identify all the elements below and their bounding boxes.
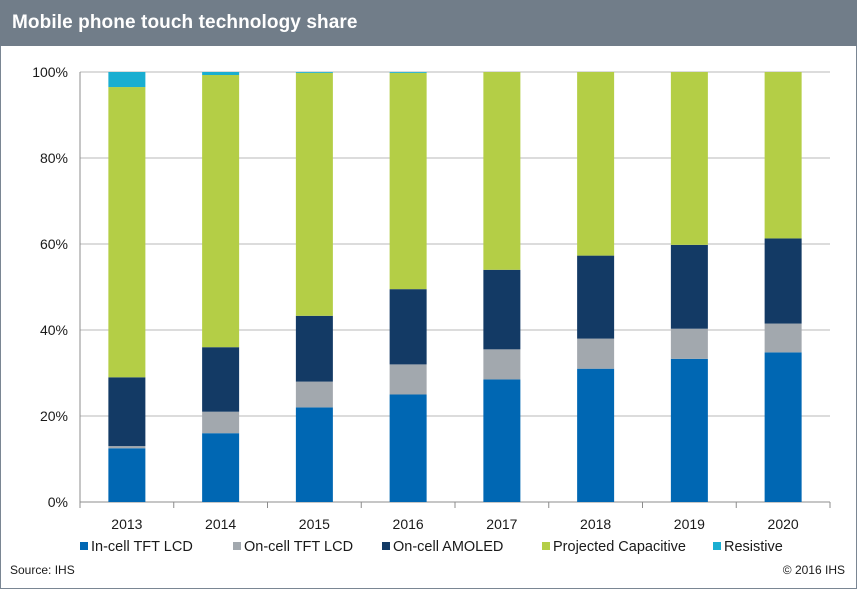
legend-item: Projected Capacitive [542,539,686,555]
bar-projected-capacitive [670,72,708,245]
bar-projected-capacitive [764,72,802,239]
bar-projected-capacitive [577,72,615,256]
legend-item: On-cell TFT LCD [233,539,353,555]
legend-swatch [713,542,721,550]
x-tick-label: 2019 [674,516,705,532]
x-tick-label: 2014 [205,516,236,532]
legend-swatch [382,542,390,550]
bar-in-cell-tft-lcd [483,379,521,502]
bar-resistive [389,72,427,73]
legend-swatch [542,542,550,550]
legend-item: On-cell AMOLED [382,539,503,555]
bar-on-cell-amoled [108,377,146,447]
bar-in-cell-tft-lcd [764,352,802,502]
y-tick-label: 40% [40,322,68,338]
bar-on-cell-tft-lcd [670,328,708,359]
bar-in-cell-tft-lcd [389,394,427,502]
y-tick-label: 80% [40,150,68,166]
legend-item: In-cell TFT LCD [80,539,193,555]
legend-label: On-cell AMOLED [393,539,504,555]
bar-on-cell-amoled [389,289,427,365]
bar-resistive [202,72,240,76]
bar-on-cell-tft-lcd [295,381,333,408]
bar-on-cell-tft-lcd [483,349,521,380]
bar-in-cell-tft-lcd [670,358,708,502]
chart-title: Mobile phone touch technology share [12,12,358,33]
y-tick-label: 0% [48,494,68,510]
bar-in-cell-tft-lcd [202,433,240,502]
bar-in-cell-tft-lcd [295,407,333,502]
bar-on-cell-amoled [295,315,333,382]
bar-projected-capacitive [108,87,146,378]
bar-on-cell-tft-lcd [389,364,427,395]
bar-resistive [295,72,333,73]
legend-swatch [233,542,241,550]
x-tick-label: 2013 [111,516,142,532]
bar-projected-capacitive [202,75,240,348]
bar-projected-capacitive [295,72,333,316]
x-tick-label: 2015 [299,516,330,532]
bar-on-cell-tft-lcd [764,323,802,353]
bar-on-cell-tft-lcd [202,411,240,434]
source-note: Source: IHS [10,563,75,577]
x-tick-label: 2018 [580,516,611,532]
bar-on-cell-amoled [202,347,240,412]
bar-on-cell-amoled [670,244,708,329]
bar-on-cell-amoled [764,238,802,324]
copyright-note: © 2016 IHS [782,563,845,577]
title-bar: Mobile phone touch technology share [0,0,857,46]
bar-on-cell-tft-lcd [108,446,146,449]
bar-projected-capacitive [483,72,521,270]
y-tick-label: 20% [40,408,68,424]
x-tick-label: 2016 [393,516,424,532]
bar-on-cell-amoled [577,255,615,339]
legend-label: On-cell TFT LCD [244,539,354,555]
bar-in-cell-tft-lcd [577,368,615,502]
legend-item: Resistive [713,539,783,555]
y-tick-label: 60% [40,236,68,252]
bar-on-cell-amoled [483,269,521,350]
x-tick-label: 2020 [768,516,799,532]
chart-legend: In-cell TFT LCD On-cell TFT LCD On-cell AM… [80,539,840,559]
bar-on-cell-tft-lcd [577,338,615,369]
x-tick-label: 2017 [486,516,517,532]
bar-in-cell-tft-lcd [108,448,146,502]
legend-label: In-cell TFT LCD [91,539,193,555]
bar-projected-capacitive [389,72,427,290]
y-tick-label: 100% [32,64,68,80]
legend-label: Resistive [724,539,783,555]
legend-swatch [80,542,88,550]
bar-resistive [108,72,146,88]
legend-label: Projected Capacitive [553,539,686,555]
